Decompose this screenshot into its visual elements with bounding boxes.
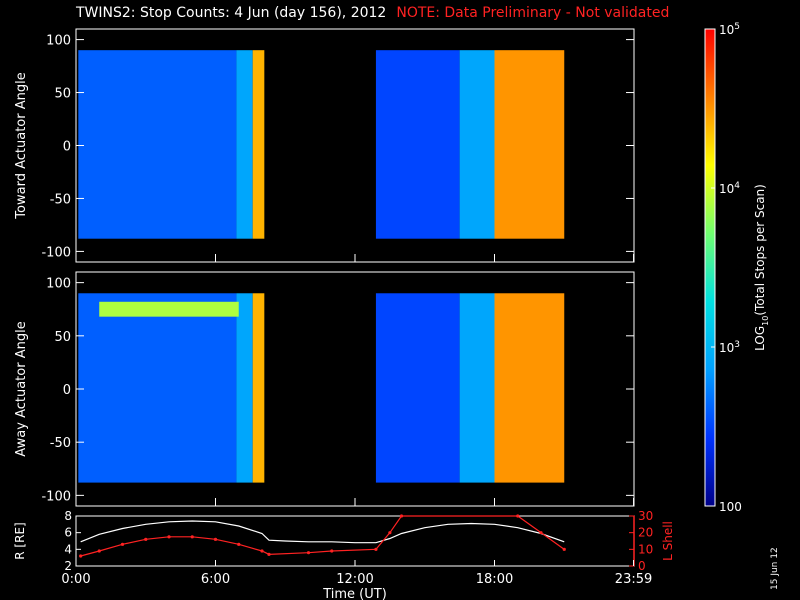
lshell-point [374,547,378,551]
lshell-point [267,552,271,556]
left-y-tick-label: 6 [64,526,72,540]
y-axis-label: Away Actuator Angle [14,321,29,456]
panel-orbit: 2 4 6 8 0 10 20 30 0:00 6:00 12:00 18:00 23:59 Time (… [13,509,675,600]
y-tick-label: -50 [50,436,71,451]
x-tick-label: 6:00 [201,572,230,587]
colorbar-tick-label: 103 [719,340,740,355]
y-tick-label: 0 [63,140,71,155]
heatmap-block [252,293,265,483]
colorbar-bar [704,28,716,507]
right-axis-label: L Shell [661,521,675,561]
y-tick-label: 100 [46,34,71,49]
x-axis-label: Time (UT) [322,587,387,600]
right-y-tick-label: 30 [638,509,653,523]
lshell-point [260,549,264,553]
lshell-point [79,554,83,558]
plot-title: TWINS2: Stop Counts: 4 Jun (day 156), 20… [76,5,669,21]
lshell-point [539,531,543,535]
colorbar-tick-label: 100 [719,500,742,514]
colorbar-tick-label: 104 [719,181,740,196]
heatmap-block [459,50,495,239]
heatmap-block [375,50,460,239]
right-y-tick-label: 0 [638,559,646,573]
y-tick-label: -100 [41,245,71,260]
preliminary-note: NOTE: Data Preliminary - Not validated [396,5,670,21]
x-tick-label: 12:00 [336,572,373,587]
heatmap-block [78,50,237,239]
lshell-point [97,549,101,553]
lshell-series-line [80,515,565,557]
title-text: TWINS2: Stop Counts: 4 Jun (day 156), 20… [76,5,387,21]
heatmap-block [236,293,253,483]
lshell-point [388,531,392,535]
lshell-point [330,549,334,553]
lshell-point [516,514,520,518]
x-tick-label: 0:00 [61,572,90,587]
orbit-frame [75,515,635,567]
lshell-point [213,537,218,541]
y-tick-label: 50 [54,330,71,345]
y-tick-label: 100 [46,277,71,292]
right-y-tick-label: 20 [638,526,653,540]
left-y-tick-label: 4 [64,542,72,556]
left-axis-label: R [RE] [13,522,27,559]
radius-series-line [80,520,565,544]
heatmap-block [78,293,237,483]
lshell-point [306,551,311,555]
lshell-point [399,514,404,518]
x-tick-label: 18:00 [476,572,513,587]
y-tick-label: -50 [50,192,71,207]
lshell-point [190,535,194,539]
lshell-point [144,537,148,541]
panel-toward: 100 50 0 -50 -100 Toward Actuator Angle [14,28,635,263]
lshell-point [237,542,241,546]
heatmap-block [252,50,265,239]
lshell-point [562,547,566,551]
heatmap-feature-band [99,301,239,317]
panel-away: 100 50 0 -50 -100 Away Actuator Angle [14,271,635,507]
right-y-tick-label: 10 [638,542,653,556]
x-tick-label: 23:59 [615,572,652,587]
lshell-point [167,535,171,539]
y-axis-label: Toward Actuator Angle [14,72,29,219]
heatmap-block [375,293,460,483]
heatmap-block [494,293,565,483]
heatmap-block [494,50,565,239]
left-y-tick-label: 2 [64,559,72,573]
heatmap-block [236,50,253,239]
heatmap-block [459,293,495,483]
date-stamp: 15 Jun 12 [770,547,780,590]
lshell-point [120,542,125,546]
colorbar-tick-label: 105 [719,22,740,37]
left-y-tick-label: 8 [64,509,72,523]
y-tick-label: 50 [54,87,71,102]
y-tick-label: -100 [41,489,71,504]
colorbar-label: LOG10(Total Stops per Scan) [753,184,770,351]
colorbar: 100 103 104 105 LOG10(Total Stops per Scan) [704,22,770,514]
y-tick-label: 0 [63,383,71,398]
